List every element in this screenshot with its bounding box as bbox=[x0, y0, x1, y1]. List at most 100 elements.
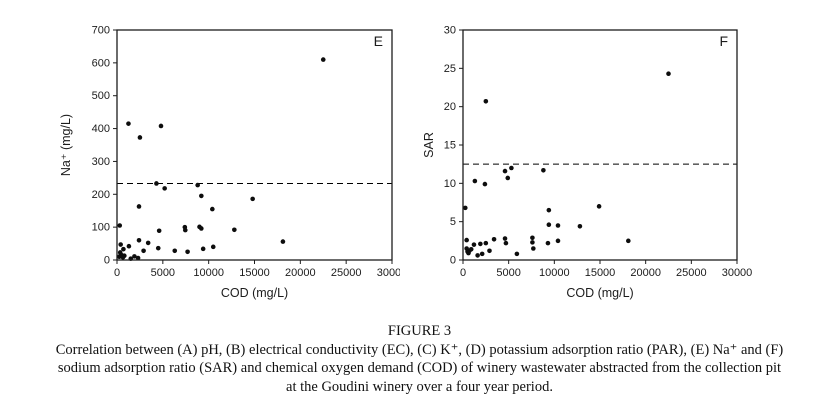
figure-caption: FIGURE 3 Correlation between (A) pH, (B)… bbox=[0, 322, 839, 396]
data-point bbox=[531, 246, 536, 251]
data-point bbox=[546, 222, 552, 228]
data-point bbox=[464, 237, 469, 243]
data-point bbox=[479, 251, 485, 257]
x-tick-label: 5000 bbox=[496, 267, 520, 279]
y-tick-label: 400 bbox=[92, 123, 110, 135]
y-tick-label: 300 bbox=[92, 156, 110, 168]
data-point bbox=[185, 249, 190, 255]
data-point bbox=[502, 236, 508, 241]
data-point bbox=[502, 168, 508, 174]
panel-letter: F bbox=[719, 33, 728, 49]
y-tick-label: 20 bbox=[444, 101, 456, 113]
data-point bbox=[530, 235, 535, 241]
data-point bbox=[172, 248, 178, 254]
x-tick-label: 15000 bbox=[239, 267, 270, 279]
data-point bbox=[116, 254, 122, 260]
data-point bbox=[466, 250, 471, 256]
data-point bbox=[210, 206, 215, 212]
data-point bbox=[280, 239, 286, 244]
data-point bbox=[136, 204, 142, 209]
data-point bbox=[320, 57, 326, 62]
data-point bbox=[596, 204, 602, 209]
data-point bbox=[135, 255, 141, 261]
plot-frame bbox=[116, 29, 393, 261]
scatter-panel-sar-vs-cod: 0 5000 10000 15000 20000 25000 30000 0 5 10 15 20 25… bbox=[415, 12, 759, 312]
scatter-panel-na-vs-cod: 0 5000 10000 15000 20000 25000 30000 0 100 200 300… bbox=[28, 12, 400, 312]
data-point bbox=[195, 182, 200, 188]
data-point bbox=[136, 237, 142, 243]
data-point bbox=[141, 248, 146, 254]
data-point bbox=[210, 244, 216, 250]
x-tick-label: 10000 bbox=[539, 267, 570, 279]
y-tick-label: 700 bbox=[92, 25, 110, 37]
data-point bbox=[126, 121, 131, 126]
figure-caption-line-3: at the Goudini winery over a four year p… bbox=[286, 378, 553, 395]
x-tick-label: 25000 bbox=[676, 267, 707, 279]
figure-caption-title: FIGURE 3 bbox=[387, 323, 452, 339]
x-tick-label: 15000 bbox=[585, 267, 616, 279]
scatter-chart-E: 0 5000 10000 15000 20000 25000 30000 0 100 200 300… bbox=[59, 25, 400, 301]
y-tick-label: 200 bbox=[92, 189, 110, 201]
y-tick-label: 0 bbox=[450, 255, 456, 267]
data-point bbox=[121, 246, 126, 252]
data-point bbox=[132, 254, 137, 259]
data-point bbox=[471, 242, 477, 247]
figure-caption-line-2: sodium adsorption ratio (SAR) and chemic… bbox=[57, 360, 782, 376]
data-point bbox=[182, 227, 188, 233]
data-point bbox=[156, 228, 162, 234]
data-point bbox=[120, 255, 126, 260]
data-point bbox=[199, 193, 204, 199]
data-point bbox=[137, 135, 143, 140]
data-point bbox=[545, 240, 551, 246]
y-axis-title: SAR bbox=[422, 132, 436, 158]
x-axis-title: COD (mg/L) bbox=[566, 286, 633, 300]
y-tick-label: 500 bbox=[92, 90, 110, 102]
scatter-chart-F: 0 5000 10000 15000 20000 25000 30000 0 5 10 15 20 25… bbox=[422, 25, 753, 301]
data-point bbox=[483, 99, 489, 104]
data-point bbox=[546, 207, 552, 213]
data-points bbox=[116, 57, 326, 261]
x-tick-label: 0 bbox=[460, 267, 466, 279]
data-point bbox=[462, 205, 468, 211]
data-point bbox=[482, 181, 488, 187]
figure-caption-line-1: Correlation between (A) pH, (B) electric… bbox=[55, 341, 784, 358]
x-tick-label: 0 bbox=[114, 267, 120, 279]
data-point bbox=[483, 240, 489, 246]
data-point bbox=[118, 242, 123, 247]
data-point bbox=[541, 168, 546, 173]
panel-letter: E bbox=[374, 33, 383, 49]
y-tick-label: 10 bbox=[444, 178, 456, 190]
data-point bbox=[158, 123, 164, 129]
data-point bbox=[145, 240, 151, 246]
x-tick-label: 10000 bbox=[193, 267, 224, 279]
x-tick-label: 20000 bbox=[630, 267, 661, 279]
data-point bbox=[487, 248, 492, 254]
y-axis-title: Na⁺ (mg/L) bbox=[59, 114, 73, 176]
data-point bbox=[250, 196, 255, 202]
data-point bbox=[666, 71, 671, 76]
x-tick-label: 25000 bbox=[331, 267, 362, 279]
x-tick-label: 20000 bbox=[285, 267, 316, 279]
data-point bbox=[200, 246, 206, 252]
x-tick-label: 5000 bbox=[151, 267, 175, 279]
data-point bbox=[475, 253, 480, 258]
data-point bbox=[199, 226, 204, 231]
data-point bbox=[468, 246, 474, 252]
y-tick-label: 0 bbox=[104, 255, 110, 267]
data-point bbox=[117, 223, 123, 228]
data-point bbox=[232, 227, 237, 233]
data-point bbox=[154, 181, 159, 186]
data-point bbox=[162, 186, 167, 191]
x-axis-title: COD (mg/L) bbox=[221, 286, 288, 300]
data-points bbox=[462, 71, 671, 258]
data-point bbox=[478, 241, 483, 247]
data-point bbox=[126, 243, 132, 249]
data-point bbox=[555, 223, 561, 228]
data-point bbox=[491, 237, 497, 242]
data-point bbox=[472, 178, 478, 184]
data-point bbox=[503, 240, 509, 246]
data-point bbox=[555, 238, 561, 244]
x-tick-label: 30000 bbox=[722, 267, 753, 279]
data-point bbox=[155, 245, 161, 251]
